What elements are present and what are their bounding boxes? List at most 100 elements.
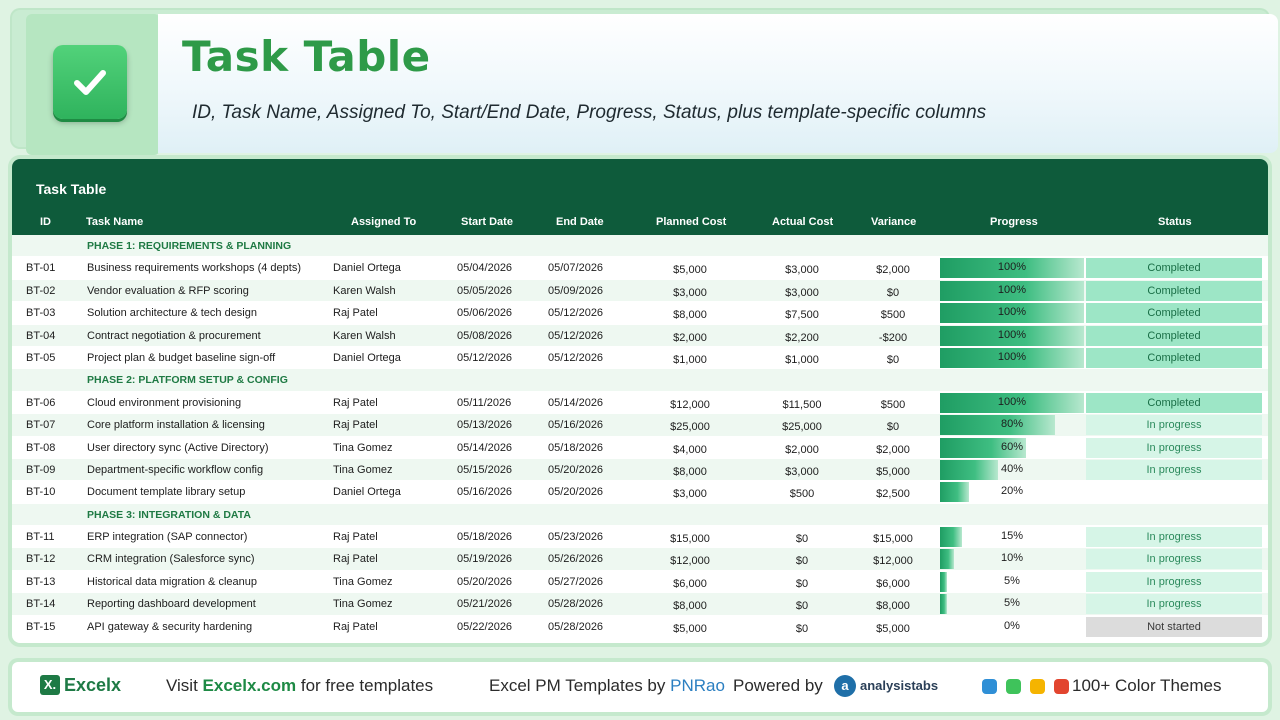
end-date-cell[interactable]: 05/12/2026 (548, 329, 604, 342)
planned-cost-cell[interactable]: $12,000 (670, 555, 710, 568)
actual-cost-cell[interactable]: $1,000 (785, 353, 819, 366)
col-header-planned-cost[interactable]: Planned Cost (656, 216, 727, 228)
actual-cost-cell[interactable]: $0 (795, 600, 809, 613)
start-date-cell[interactable]: 05/19/2026 (457, 553, 513, 566)
theme-color-yellow-swatch[interactable] (1030, 679, 1045, 694)
start-date-cell[interactable]: 05/21/2026 (457, 598, 513, 611)
analysistabs-brand[interactable]: analysistabs (860, 678, 939, 693)
col-header-end-date[interactable]: End Date (556, 216, 604, 228)
start-date-cell[interactable]: 05/18/2026 (457, 531, 513, 544)
end-date-cell[interactable]: 05/14/2026 (548, 396, 604, 409)
task-name-cell[interactable]: Cloud environment provisioning (87, 396, 242, 409)
task-id-cell[interactable]: BT-15 (26, 620, 56, 633)
task-name-cell[interactable]: Core platform installation & licensing (87, 419, 265, 432)
task-name-cell[interactable]: Solution architecture & tech design (87, 307, 257, 320)
end-date-cell[interactable]: 05/12/2026 (548, 351, 604, 364)
col-header-assigned-to[interactable]: Assigned To (351, 216, 417, 228)
col-header-variance[interactable]: Variance (871, 216, 917, 228)
variance-cell[interactable]: $15,000 (873, 533, 913, 546)
start-date-cell[interactable]: 05/20/2026 (457, 575, 513, 588)
planned-cost-cell[interactable]: $25,000 (670, 421, 710, 434)
status-badge[interactable]: Completed (1086, 392, 1262, 413)
variance-cell[interactable]: $5,000 (876, 622, 910, 635)
status-badge[interactable]: In progress (1086, 594, 1262, 615)
theme-color-blue-swatch[interactable] (982, 679, 997, 694)
planned-cost-cell[interactable]: $1,000 (673, 353, 707, 366)
planned-cost-cell[interactable]: $3,000 (673, 286, 707, 299)
variance-cell[interactable]: $2,000 (876, 443, 910, 456)
task-id-cell[interactable]: BT-03 (26, 307, 56, 320)
excelx-link[interactable]: Excelx.com (202, 676, 297, 695)
variance-cell[interactable]: $500 (880, 398, 906, 411)
planned-cost-cell[interactable]: $5,000 (673, 622, 707, 635)
table-row[interactable]: BT-11 ERP integration (SAP connector) Raj … (12, 526, 1268, 549)
task-name-cell[interactable]: Project plan & budget baseline sign-off (87, 351, 276, 364)
task-id-cell[interactable]: BT-05 (26, 351, 56, 364)
assigned-to-cell[interactable]: Tina Gomez (333, 598, 393, 611)
task-name-cell[interactable]: Vendor evaluation & RFP scoring (87, 284, 249, 297)
task-id-cell[interactable]: BT-04 (26, 329, 56, 342)
table-row[interactable]: BT-09 Department-specific workflow config… (12, 458, 1268, 482)
planned-cost-cell[interactable]: $4,000 (673, 443, 707, 456)
assigned-to-cell[interactable]: Tina Gomez (333, 441, 393, 454)
start-date-cell[interactable]: 05/11/2026 (457, 396, 512, 409)
assigned-to-cell[interactable]: Karen Walsh (333, 329, 396, 342)
actual-cost-cell[interactable]: $2,000 (785, 443, 819, 456)
variance-cell[interactable]: $2,500 (876, 488, 910, 501)
actual-cost-cell[interactable]: $3,000 (785, 465, 819, 478)
planned-cost-cell[interactable]: $5,000 (673, 264, 707, 277)
actual-cost-cell[interactable]: $2,200 (785, 331, 819, 344)
status-badge[interactable]: In progress (1086, 571, 1262, 592)
col-header-status[interactable]: Status (1158, 216, 1192, 228)
start-date-cell[interactable]: 05/08/2026 (457, 329, 513, 342)
end-date-cell[interactable]: 05/09/2026 (548, 284, 604, 297)
table-row[interactable]: BT-13 Historical data migration & cleanup… (12, 571, 1268, 594)
end-date-cell[interactable]: 05/18/2026 (548, 441, 604, 454)
variance-cell[interactable]: -$200 (878, 331, 908, 344)
status-badge[interactable]: Completed (1086, 280, 1262, 301)
variance-cell[interactable]: $12,000 (873, 555, 913, 568)
col-header-progress[interactable]: Progress (990, 216, 1038, 228)
assigned-to-cell[interactable]: Tina Gomez (333, 463, 393, 476)
table-row[interactable]: BT-01 Business requirements workshops (4 … (12, 257, 1268, 280)
task-id-cell[interactable]: BT-07 (26, 419, 56, 432)
planned-cost-cell[interactable]: $8,000 (673, 309, 707, 322)
status-badge[interactable]: Completed (1086, 325, 1262, 346)
status-badge[interactable]: Not started (1086, 616, 1262, 637)
variance-cell[interactable]: $500 (880, 309, 906, 322)
task-id-cell[interactable]: BT-09 (26, 463, 56, 476)
theme-color-green-swatch[interactable] (1006, 679, 1021, 694)
end-date-cell[interactable]: 05/12/2026 (548, 307, 604, 320)
col-header-start-date[interactable]: Start Date (461, 216, 513, 228)
planned-cost-cell[interactable]: $8,000 (673, 600, 707, 613)
task-name-cell[interactable]: ERP integration (SAP connector) (87, 531, 248, 544)
assigned-to-cell[interactable]: Daniel Ortega (333, 262, 401, 275)
end-date-cell[interactable]: 05/26/2026 (548, 553, 604, 566)
actual-cost-cell[interactable]: $25,000 (782, 421, 822, 434)
assigned-to-cell[interactable]: Daniel Ortega (333, 351, 401, 364)
task-id-cell[interactable]: BT-12 (26, 553, 56, 566)
actual-cost-cell[interactable]: $0 (795, 622, 809, 635)
table-row[interactable]: BT-07 Core platform installation & licens… (12, 414, 1268, 437)
assigned-to-cell[interactable]: Raj Patel (333, 553, 378, 566)
planned-cost-cell[interactable]: $8,000 (673, 465, 707, 478)
assigned-to-cell[interactable]: Raj Patel (333, 396, 378, 409)
task-name-cell[interactable]: User directory sync (Active Directory) (87, 441, 269, 454)
start-date-cell[interactable]: 05/05/2026 (457, 284, 513, 297)
status-badge[interactable]: In progress (1086, 415, 1262, 436)
theme-color-red-swatch[interactable] (1054, 679, 1069, 694)
start-date-cell[interactable]: 05/15/2026 (457, 463, 513, 476)
table-row[interactable]: BT-08 User directory sync (Active Directo… (12, 437, 1268, 459)
end-date-cell[interactable]: 05/07/2026 (548, 262, 604, 275)
end-date-cell[interactable]: 05/16/2026 (548, 419, 604, 432)
status-badge[interactable]: Completed (1086, 303, 1262, 324)
task-name-cell[interactable]: Department-specific workflow config (87, 463, 264, 476)
assigned-to-cell[interactable]: Karen Walsh (333, 284, 396, 297)
task-id-cell[interactable]: BT-14 (26, 598, 56, 611)
assigned-to-cell[interactable]: Raj Patel (333, 307, 378, 320)
variance-cell[interactable]: $6,000 (876, 577, 910, 590)
planned-cost-cell[interactable]: $3,000 (673, 488, 707, 501)
start-date-cell[interactable]: 05/22/2026 (457, 620, 513, 633)
task-id-cell[interactable]: BT-02 (26, 284, 56, 297)
variance-cell[interactable]: $0 (886, 286, 900, 299)
